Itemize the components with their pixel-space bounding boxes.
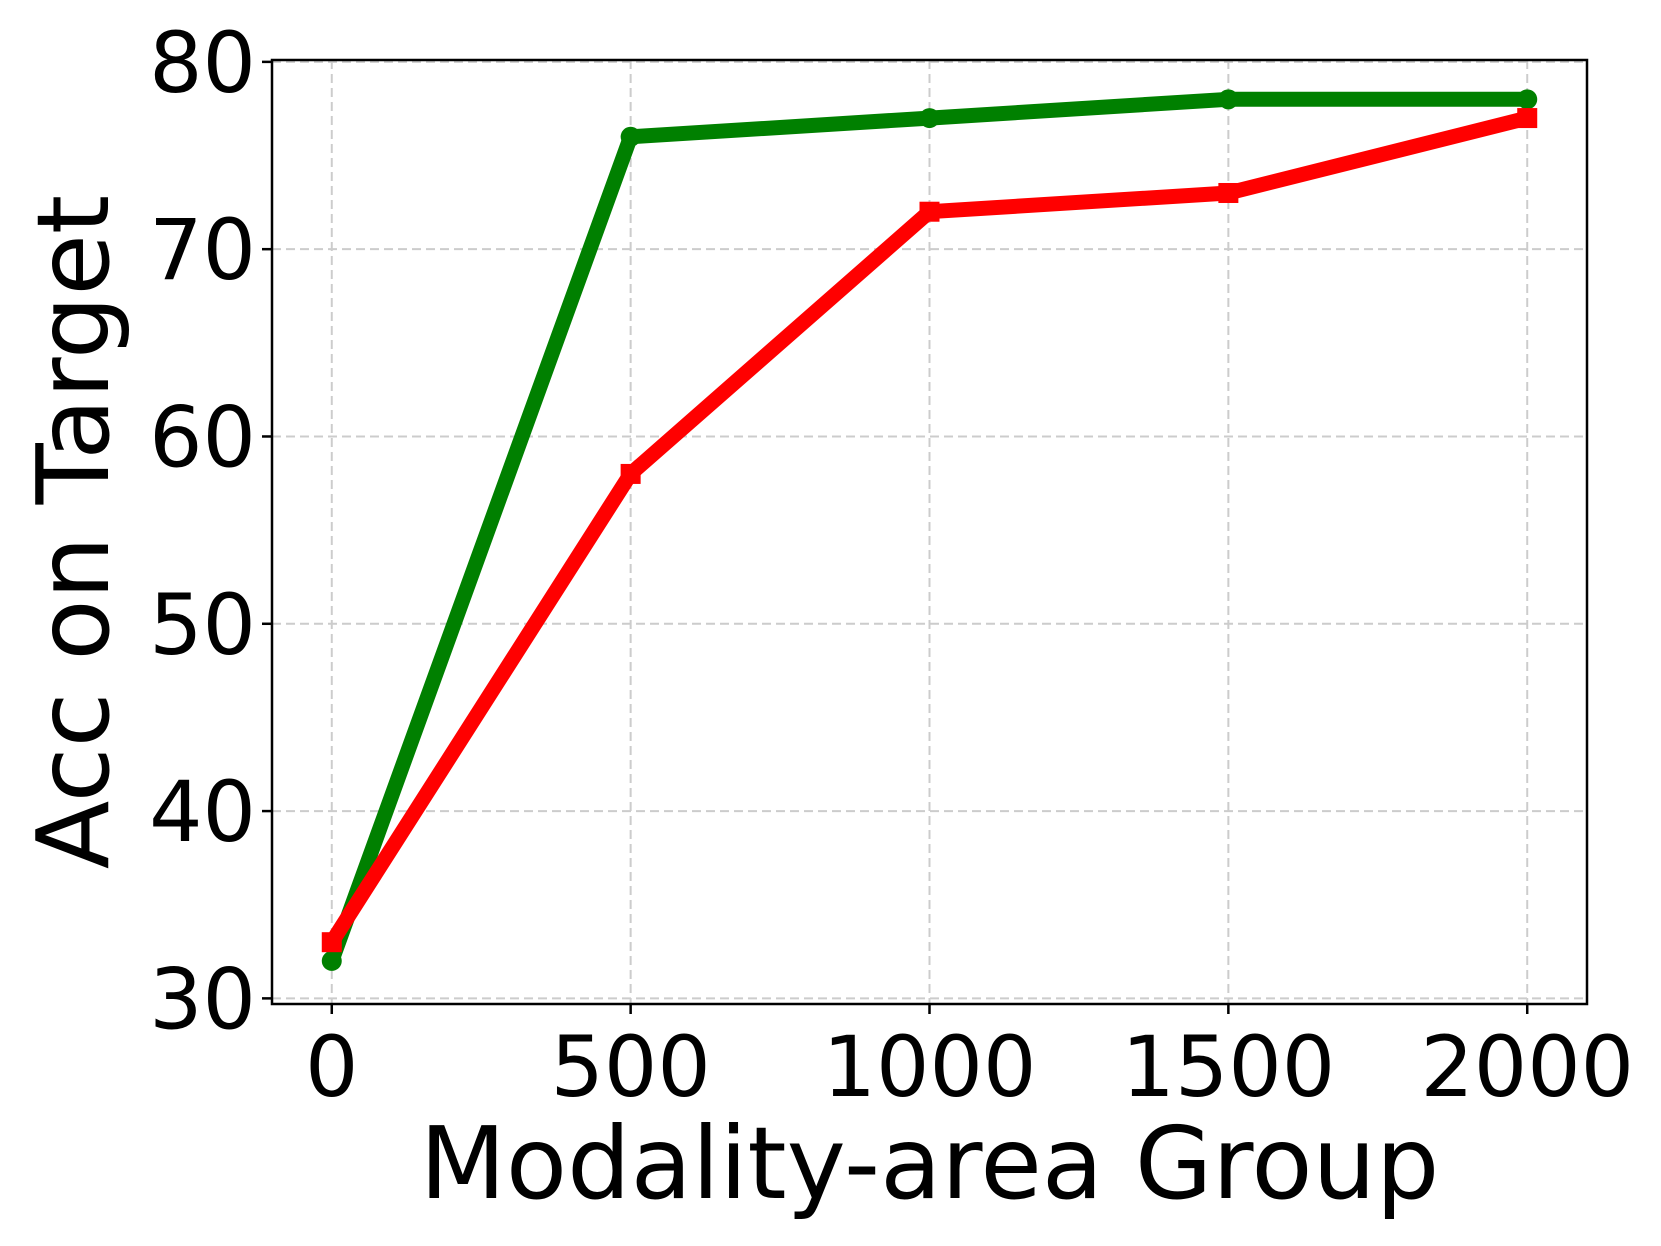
series-1-point [1218, 89, 1239, 110]
y-tick-label: 50 [149, 576, 256, 674]
x-tick-label: 0 [305, 1018, 358, 1116]
series-1-point [321, 950, 342, 971]
series-1-point [919, 108, 940, 129]
tick-layer: 0 500 1000 1500 2000 30 40 50 60 70 80 [149, 14, 1634, 1116]
series-1-point [620, 126, 641, 147]
series-layer [321, 89, 1538, 971]
series-2-point [1517, 108, 1538, 129]
x-tick-label: 2000 [1420, 1018, 1634, 1116]
y-tick-label: 40 [149, 763, 256, 861]
series-1-point [1517, 89, 1538, 110]
x-tick-label: 1000 [823, 1018, 1037, 1116]
x-axis-label: Modality-area Group [420, 1105, 1440, 1222]
y-tick-label: 80 [149, 14, 256, 112]
y-tick-label: 30 [149, 950, 256, 1048]
series-2-point [919, 201, 940, 222]
y-axis-label: Acc on Target [15, 195, 132, 869]
y-tick-label: 60 [149, 388, 256, 486]
x-tick-label: 500 [550, 1018, 710, 1116]
series-2-point [620, 463, 641, 484]
y-tick-label: 70 [149, 201, 256, 299]
grid-lines [272, 60, 1587, 1004]
series-2-point [321, 932, 342, 953]
series-2-point [1218, 182, 1239, 203]
x-tick-label: 1500 [1121, 1018, 1335, 1116]
